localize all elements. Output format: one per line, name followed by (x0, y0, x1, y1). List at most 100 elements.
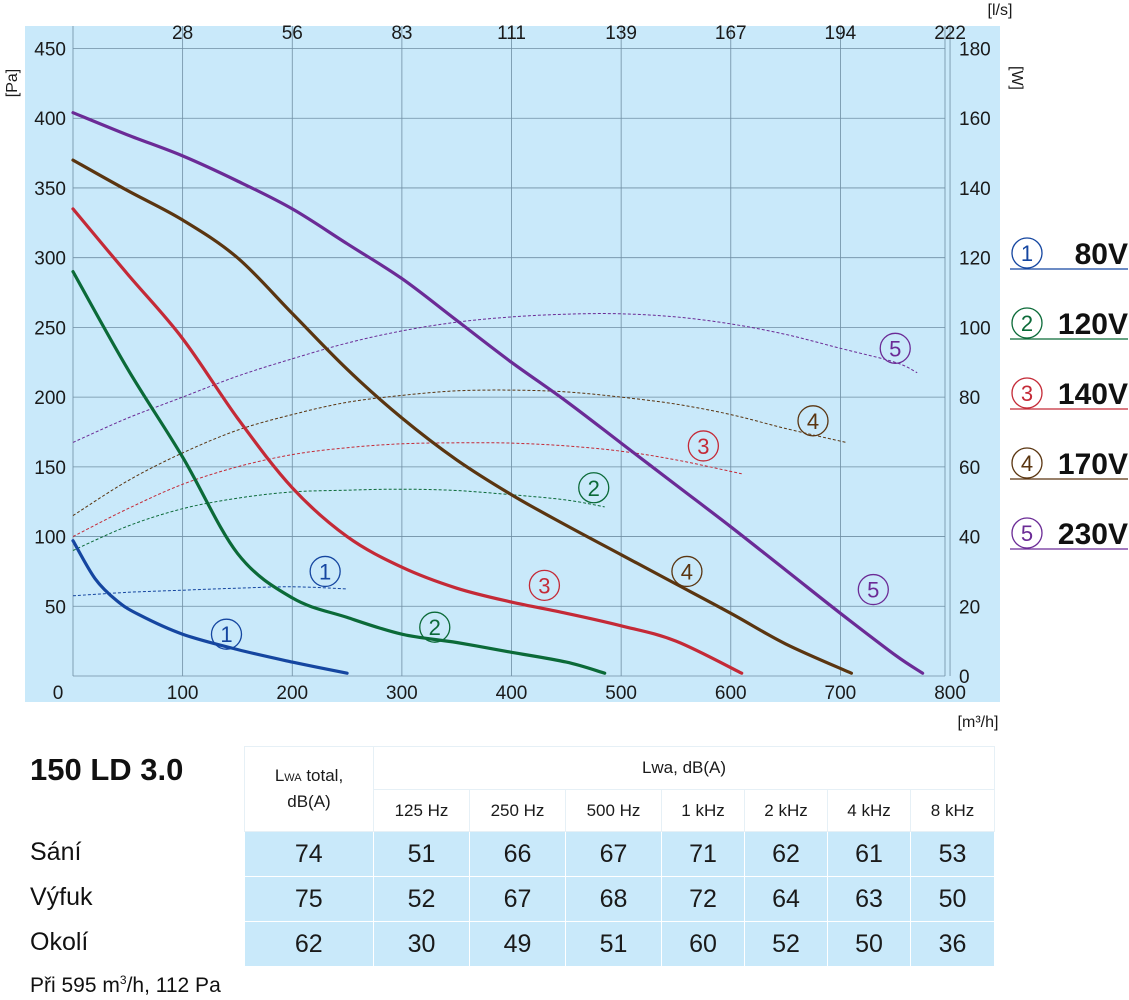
badge-circle (671, 555, 703, 588)
total-cell: 62 (244, 921, 374, 967)
y-axis-label: Pa (4, 73, 21, 93)
x2-axis-label: l/s (992, 2, 1008, 19)
y2-tick-label: 180 (959, 40, 991, 61)
y-tick-label: 100 (34, 528, 66, 549)
legend-item: 5 230V (1010, 517, 1128, 551)
y-tick-label: 150 (34, 458, 66, 479)
curve-badge: 2 (578, 472, 610, 504)
curve-badges: 1 1 2 2 3 3 4 4 5 5 (210, 332, 911, 650)
badge-circle (419, 611, 451, 643)
x-tick-label: 700 (825, 683, 857, 704)
curve-badge: 1 (309, 555, 341, 588)
x2-tick-label: 28 (172, 23, 193, 44)
curve-badge: 3 (528, 569, 561, 602)
legend-label: 120V (1058, 308, 1128, 341)
band-cell: 68 (565, 876, 662, 922)
band-cell: 60 (661, 921, 745, 967)
band-header: 500 Hz (565, 789, 662, 832)
badge-circle (857, 573, 889, 606)
band-header: 2 kHz (744, 789, 828, 832)
y2-tick-label: 120 (959, 249, 991, 270)
table-row: 74 51 66 67 71 62 61 53 (244, 831, 995, 877)
band-cell: 53 (910, 831, 995, 877)
band-cell: 36 (910, 921, 995, 967)
x2-tick-label: 56 (282, 23, 303, 44)
y-axis-unit-right: [W] (1008, 66, 1025, 90)
x-tick-label: 500 (605, 683, 637, 704)
y-tick-label: 400 (34, 109, 66, 130)
x2-tick-label: 111 (497, 23, 526, 44)
legend-badge-circle (1011, 377, 1043, 409)
y2-tick-label: 40 (959, 528, 980, 549)
legend-label: 80V (1075, 238, 1128, 271)
y2-tick-label: 160 (959, 109, 991, 130)
power-curve-120V (72, 488, 605, 551)
axis-ticks: 0 100 200 300 400 500 600 700 800501001502002503… (34, 23, 990, 704)
legend-label: 230V (1058, 518, 1128, 551)
pressure-curve-80V (71, 539, 349, 675)
legend-badge-circle (1011, 517, 1043, 549)
badge-number: 4 (681, 559, 693, 584)
band-cell: 66 (469, 831, 566, 877)
band-header: 1 kHz (661, 789, 745, 832)
badge-number: 1 (319, 559, 331, 584)
band-header: 8 kHz (910, 789, 995, 832)
power-curve-140V (72, 442, 742, 538)
total-cell: 75 (244, 876, 374, 922)
badge-number: 3 (697, 434, 709, 459)
y-tick-label: 250 (34, 318, 66, 339)
x-tick-label: 600 (715, 683, 747, 704)
band-cell: 64 (744, 876, 828, 922)
table-row: 75 52 67 68 72 64 63 50 (244, 876, 995, 922)
header-lwa-group: Lwa, dB(A) (373, 746, 995, 790)
badge-number: 4 (807, 409, 819, 434)
x2-tick-label: 83 (391, 23, 412, 44)
row-label-intake: Sání (30, 838, 82, 866)
y-tick-label: 350 (34, 179, 66, 200)
badge-circle (687, 430, 720, 462)
curve-badge: 4 (797, 405, 829, 437)
legend-badge-number: 2 (1021, 311, 1033, 336)
curve-badge: 4 (671, 555, 703, 588)
y-axis-unit-left: [Pa] (4, 69, 21, 97)
badge-number: 5 (867, 578, 879, 603)
curve-badge: 5 (879, 332, 911, 364)
legend: 1 80V 2 120V 3 140V 4 170V 5 230V (1010, 237, 1128, 551)
y2-tick-label: 20 (959, 597, 980, 618)
badge-circle (797, 405, 829, 437)
band-cell: 61 (827, 831, 911, 877)
y-tick-label: 300 (34, 249, 66, 270)
header-total: LWA total, dB(A) (244, 746, 374, 832)
badge-number: 2 (429, 615, 441, 640)
badge-number: 3 (538, 573, 550, 598)
band-cell: 50 (827, 921, 911, 967)
legend-item: 4 170V (1010, 447, 1128, 481)
y2-tick-label: 0 (959, 667, 970, 688)
band-cell: 72 (661, 876, 745, 922)
power-curve-80V (72, 586, 348, 597)
band-cell: 63 (827, 876, 911, 922)
badge-number: 5 (889, 336, 901, 361)
band-cell: 51 (565, 921, 662, 967)
pressure-curves (71, 111, 925, 675)
pressure-curve-230V (71, 111, 925, 675)
y-tick-label: 200 (34, 388, 66, 409)
legend-item: 2 120V (1010, 307, 1128, 341)
legend-item: 1 80V (1010, 237, 1128, 271)
x-tick-label: 800 (934, 683, 966, 704)
y-tick-label: 50 (45, 597, 66, 618)
y2-tick-label: 80 (959, 388, 980, 409)
total-cell: 74 (244, 831, 374, 877)
curve-badge: 3 (687, 430, 720, 462)
y2-axis-label: W (1008, 70, 1025, 86)
power-curve-230V (72, 313, 918, 443)
row-label-exhaust: Výfuk (30, 883, 93, 911)
x2-axis-unit: [l/s] (988, 2, 1013, 19)
legend-badge-circle (1011, 237, 1043, 269)
badge-circle (578, 472, 610, 504)
legend-badge-number: 5 (1021, 521, 1033, 546)
band-cell: 50 (910, 876, 995, 922)
curve-badge: 1 (210, 618, 243, 650)
legend-label: 140V (1058, 378, 1128, 411)
